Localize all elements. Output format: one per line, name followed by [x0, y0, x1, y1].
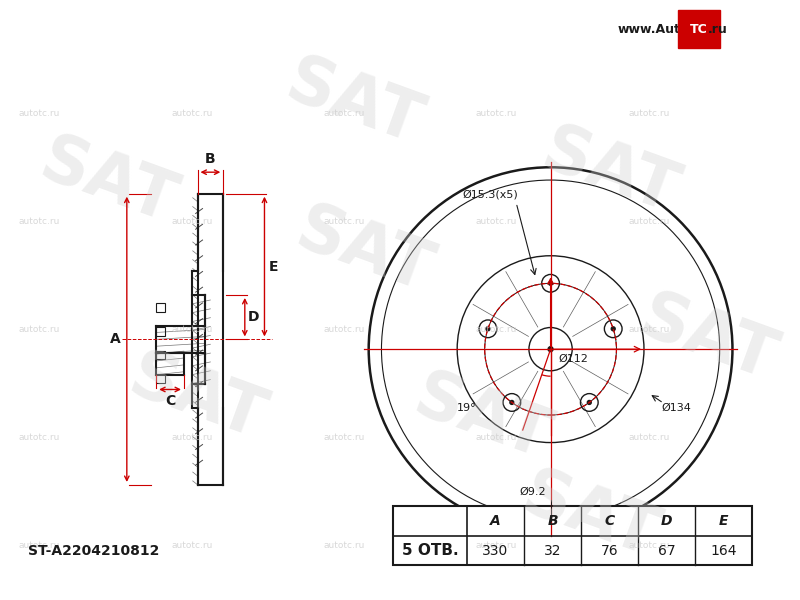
Text: SAT: SAT	[513, 461, 667, 571]
Text: autotc.ru: autotc.ru	[476, 541, 517, 550]
Text: C: C	[165, 394, 175, 408]
Text: B: B	[205, 152, 216, 166]
Text: autotc.ru: autotc.ru	[171, 433, 213, 442]
Text: D: D	[661, 514, 672, 528]
Text: 19°: 19°	[458, 403, 477, 413]
Text: A: A	[110, 332, 121, 346]
Text: autotc.ru: autotc.ru	[18, 325, 60, 334]
Text: E: E	[269, 260, 278, 274]
Text: www.Auto: www.Auto	[618, 23, 689, 36]
Text: 76: 76	[601, 544, 618, 558]
Text: E: E	[719, 514, 728, 528]
Text: autotc.ru: autotc.ru	[323, 325, 365, 334]
Text: autotc.ru: autotc.ru	[628, 541, 670, 550]
Text: B: B	[547, 514, 558, 528]
Circle shape	[549, 281, 553, 285]
Text: 164: 164	[710, 544, 737, 558]
Text: autotc.ru: autotc.ru	[323, 109, 365, 118]
Text: autotc.ru: autotc.ru	[171, 109, 213, 118]
Text: Ø9.2: Ø9.2	[519, 487, 546, 497]
Circle shape	[548, 347, 553, 352]
Text: C: C	[605, 514, 614, 528]
Text: autotc.ru: autotc.ru	[18, 541, 60, 550]
Text: autotc.ru: autotc.ru	[18, 217, 60, 226]
FancyBboxPatch shape	[394, 506, 752, 565]
Text: autotc.ru: autotc.ru	[323, 433, 365, 442]
Text: Ø134: Ø134	[662, 403, 691, 413]
Text: SAT: SAT	[631, 284, 785, 394]
Bar	[156, 350, 165, 359]
Text: autotc.ru: autotc.ru	[476, 217, 517, 226]
Text: autotc.ru: autotc.ru	[18, 109, 60, 118]
Text: autotc.ru: autotc.ru	[628, 433, 670, 442]
Bar	[156, 327, 165, 336]
Text: SAT: SAT	[277, 49, 431, 158]
Text: autotc.ru: autotc.ru	[476, 433, 517, 442]
Text: ST-A2204210812: ST-A2204210812	[28, 544, 159, 558]
Text: autotc.ru: autotc.ru	[476, 109, 517, 118]
Circle shape	[611, 327, 615, 331]
Text: autotc.ru: autotc.ru	[628, 109, 670, 118]
Text: autotc.ru: autotc.ru	[171, 217, 213, 226]
Text: autotc.ru: autotc.ru	[476, 325, 517, 334]
Text: SAT: SAT	[119, 343, 274, 453]
Text: SAT: SAT	[405, 363, 559, 473]
Text: autotc.ru: autotc.ru	[171, 325, 213, 334]
Text: Ø112: Ø112	[558, 354, 588, 364]
Text: 5 ОТВ.: 5 ОТВ.	[402, 543, 458, 558]
Text: autotc.ru: autotc.ru	[628, 325, 670, 334]
Text: A: A	[490, 514, 501, 528]
Circle shape	[587, 400, 591, 404]
Text: D: D	[248, 310, 259, 324]
Bar	[156, 374, 165, 383]
Text: 330: 330	[482, 544, 509, 558]
Text: SAT: SAT	[533, 117, 686, 227]
Circle shape	[486, 327, 490, 331]
Text: autotc.ru: autotc.ru	[628, 217, 670, 226]
Text: SAT: SAT	[286, 196, 441, 306]
Text: 32: 32	[544, 544, 562, 558]
Text: autotc.ru: autotc.ru	[323, 217, 365, 226]
Text: .ru: .ru	[708, 23, 728, 36]
Text: SAT: SAT	[31, 127, 186, 237]
Text: 67: 67	[658, 544, 675, 558]
Text: autotc.ru: autotc.ru	[171, 541, 213, 550]
Circle shape	[510, 400, 514, 404]
Text: autotc.ru: autotc.ru	[323, 541, 365, 550]
Bar	[156, 304, 165, 312]
Text: Ø15.3(x5): Ø15.3(x5)	[462, 190, 518, 200]
Text: TC: TC	[690, 23, 708, 36]
Text: autotc.ru: autotc.ru	[18, 433, 60, 442]
